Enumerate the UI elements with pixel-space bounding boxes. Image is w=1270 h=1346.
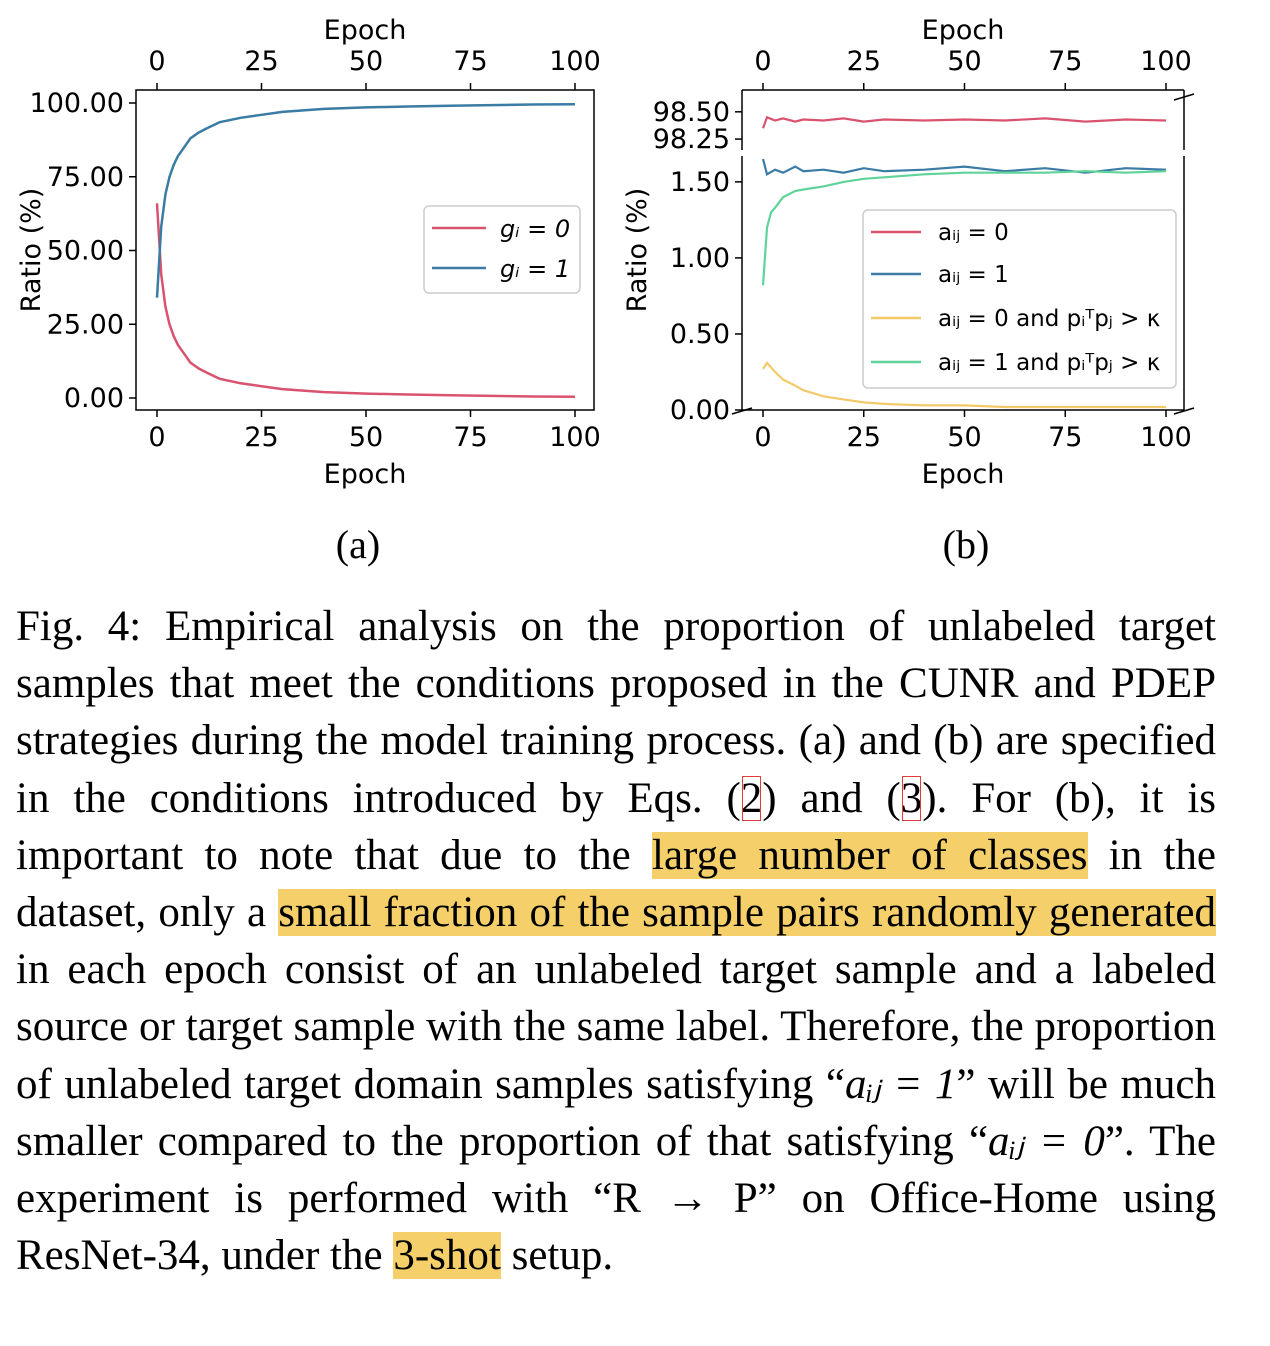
y-axis-label-b: Ratio (%) bbox=[622, 188, 653, 313]
x-tick-label-a: 25 bbox=[244, 422, 278, 453]
y-tick-label-a: 25.00 bbox=[47, 309, 124, 340]
y-axis-label-a: Ratio (%) bbox=[16, 188, 47, 313]
panel-label-b: (b) bbox=[943, 522, 990, 567]
x-tick-label-a: 100 bbox=[549, 422, 601, 453]
y-tick-label-a: 100.00 bbox=[30, 88, 124, 119]
y-tick-label-b: 1.00 bbox=[670, 243, 730, 274]
y-tick-label-a: 75.00 bbox=[47, 162, 124, 193]
x-axis-label-a: Epoch bbox=[324, 459, 407, 490]
x-tick-label-top-a: 100 bbox=[549, 46, 601, 77]
x-tick-label-top-b: 50 bbox=[947, 46, 981, 77]
x-tick-label-b: 75 bbox=[1048, 422, 1082, 453]
break-mark-lower-right bbox=[1173, 407, 1195, 415]
y-tick-label-a: 0.00 bbox=[64, 383, 124, 414]
x-tick-label-top-a: 0 bbox=[148, 46, 165, 77]
y-tick-label-b: 0.50 bbox=[670, 319, 730, 350]
x-tick-label-a: 75 bbox=[453, 422, 487, 453]
x-tick-label-top-b: 100 bbox=[1140, 46, 1192, 77]
equation-ref-3[interactable]: 3 bbox=[900, 774, 923, 822]
x-axis-label-top-b: Epoch bbox=[922, 15, 1005, 46]
x-tick-label-a: 50 bbox=[349, 422, 383, 453]
break-mark-upper-right bbox=[1173, 93, 1195, 101]
x-tick-label-top-b: 75 bbox=[1048, 46, 1082, 77]
series-line-b-1 bbox=[761, 158, 1167, 176]
legend-b: aᵢⱼ = 0 aᵢⱼ = 1 aᵢⱼ = 0 and pᵢᵀpⱼ > κ aᵢ… bbox=[862, 209, 1177, 389]
caption-text-5: in each epoch consist of an unlabeled ta… bbox=[16, 946, 1216, 1108]
chart-panel-a: 0 0 25 25 50 50 75 75 100 100 0.00 25.00 50.00 75.00 1… bbox=[16, 15, 601, 490]
math-aij-equals-0: aᵢⱼ = 0 bbox=[988, 1117, 1105, 1165]
caption-text-3: ). For (b), it is important to note that… bbox=[16, 774, 1216, 879]
x-tick-label-top-a: 25 bbox=[244, 46, 278, 77]
x-tick-label-b: 50 bbox=[947, 422, 981, 453]
legend-label-a-1: gᵢ = 1 bbox=[500, 255, 570, 283]
highlight-large-number-of-classes: large number of classes bbox=[652, 831, 1088, 879]
x-tick-label-top-a: 75 bbox=[453, 46, 487, 77]
y-tick-label-b: 1.50 bbox=[670, 167, 730, 198]
caption-text-4: in the dataset, only a bbox=[16, 831, 1216, 937]
x-axis-label-b: Epoch bbox=[922, 459, 1005, 490]
legend-box-b bbox=[862, 209, 1177, 389]
series-line-b-0 bbox=[761, 115, 1167, 129]
x-axis-label-top-a: Epoch bbox=[324, 15, 407, 46]
y-tick-label-a: 50.00 bbox=[47, 236, 124, 267]
caption-text-8: setup. bbox=[500, 1232, 614, 1280]
legend-label-b-2: aᵢⱼ = 0 and pᵢᵀpⱼ > κ bbox=[938, 306, 1160, 332]
caption-text-2: ) and ( bbox=[762, 774, 901, 822]
y-tick-label-upper-b: 98.50 bbox=[653, 97, 730, 128]
caption-text-6: ” will be much smaller compared to the p… bbox=[16, 1060, 1216, 1165]
y-tick-label-upper-b: 98.25 bbox=[653, 124, 730, 155]
legend-label-a-0: gᵢ = 0 bbox=[500, 215, 570, 243]
figure-number: Fig. 4: bbox=[16, 603, 142, 650]
legend-label-b-3: aᵢⱼ = 1 and pᵢᵀpⱼ > κ bbox=[938, 350, 1160, 376]
break-mark-lower-left bbox=[731, 407, 753, 415]
highlight-3-shot: 3-shot bbox=[393, 1232, 501, 1280]
figure-caption: Fig. 4: Empirical analysis on the propor… bbox=[16, 598, 1216, 1284]
caption-text-1: Empirical analysis on the proportion of … bbox=[16, 603, 1217, 822]
series-line-a-1 bbox=[155, 102, 576, 298]
x-tick-label-b: 0 bbox=[754, 422, 771, 453]
math-aij-equals-1: aᵢⱼ = 1 bbox=[844, 1060, 957, 1108]
series-line-a-0 bbox=[155, 203, 576, 399]
legend-a: gᵢ = 0 gᵢ = 1 bbox=[423, 205, 581, 294]
x-tick-label-b: 100 bbox=[1140, 422, 1192, 453]
x-tick-label-top-a: 50 bbox=[349, 46, 383, 77]
series-line-b-3 bbox=[761, 170, 1167, 286]
highlight-small-fraction: small fraction of the sample pairs rando… bbox=[278, 889, 1216, 937]
x-tick-label-top-b: 0 bbox=[754, 46, 771, 77]
y-tick-label-b: 0.00 bbox=[670, 395, 730, 426]
chart-panel-b: 0 0 25 25 50 50 75 75 100 100 0.00 0.50 1.00 1.50 98.2… bbox=[622, 15, 1195, 490]
axis-break-marks bbox=[731, 93, 1195, 415]
legend-label-b-1: aᵢⱼ = 1 bbox=[938, 262, 1009, 288]
figure: 0 0 25 25 50 50 75 75 100 100 0.00 25.00 50.00 75.00 1… bbox=[16, 15, 1195, 567]
legend-label-b-0: aᵢⱼ = 0 bbox=[938, 220, 1009, 246]
x-tick-label-a: 0 bbox=[148, 422, 165, 453]
equation-ref-2[interactable]: 2 bbox=[740, 774, 763, 822]
x-tick-label-top-b: 25 bbox=[847, 46, 881, 77]
x-tick-label-b: 25 bbox=[847, 422, 881, 453]
series-line-b-2 bbox=[762, 361, 1166, 409]
caption-text-7: ”. The experiment is performed with “R →… bbox=[16, 1117, 1216, 1280]
panel-label-a: (a) bbox=[336, 522, 380, 567]
